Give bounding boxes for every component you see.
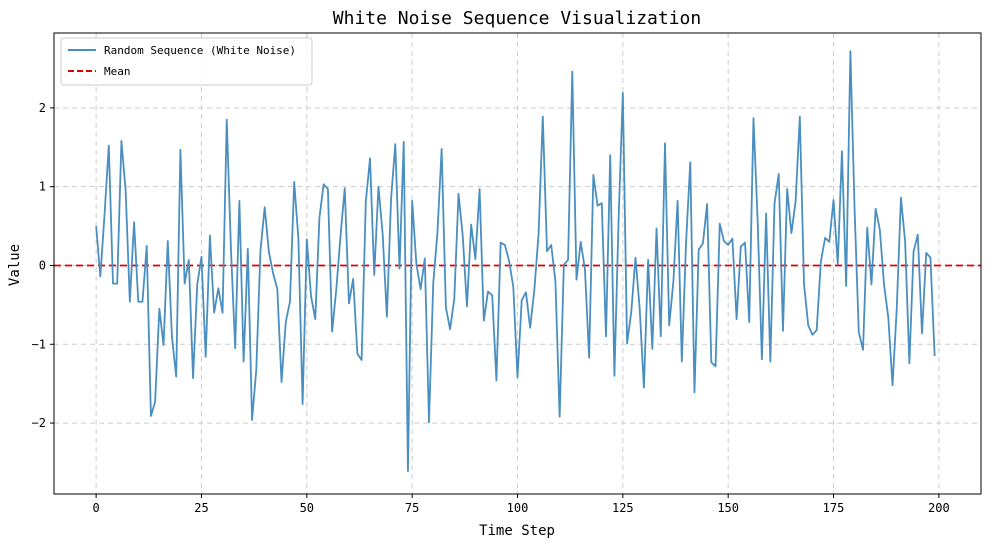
x-tick-label: 0 — [93, 501, 100, 515]
x-tick-label: 125 — [612, 501, 634, 515]
chart-title: White Noise Sequence Visualization — [333, 8, 701, 29]
legend: Random Sequence (White Noise) Mean — [60, 37, 313, 86]
y-axis-ticks: −2 −1 0 1 2 — [32, 101, 54, 430]
x-axis-ticks: 0 25 50 75 100 125 150 175 200 — [93, 494, 950, 515]
x-tick-label: 25 — [194, 501, 208, 515]
grid-lines — [54, 33, 981, 494]
x-tick-label: 50 — [300, 501, 314, 515]
y-axis-title: Value — [7, 244, 23, 286]
x-tick-label: 175 — [823, 501, 845, 515]
x-tick-label: 150 — [717, 501, 739, 515]
x-tick-label: 200 — [928, 501, 950, 515]
y-tick-label: −1 — [32, 337, 46, 351]
x-axis-title: Time Step — [479, 523, 555, 539]
y-tick-label: 0 — [39, 258, 46, 272]
legend-box — [60, 37, 313, 86]
y-tick-label: −2 — [32, 416, 46, 430]
y-tick-label: 2 — [39, 101, 46, 115]
legend-label-mean: Mean — [104, 65, 131, 78]
legend-label-random-sequence: Random Sequence (White Noise) — [104, 44, 296, 57]
series-line-random-sequence — [95, 50, 936, 473]
x-tick-label: 75 — [405, 501, 419, 515]
x-tick-label: 100 — [507, 501, 529, 515]
series-layer — [95, 50, 936, 473]
y-tick-label: 1 — [39, 180, 46, 194]
